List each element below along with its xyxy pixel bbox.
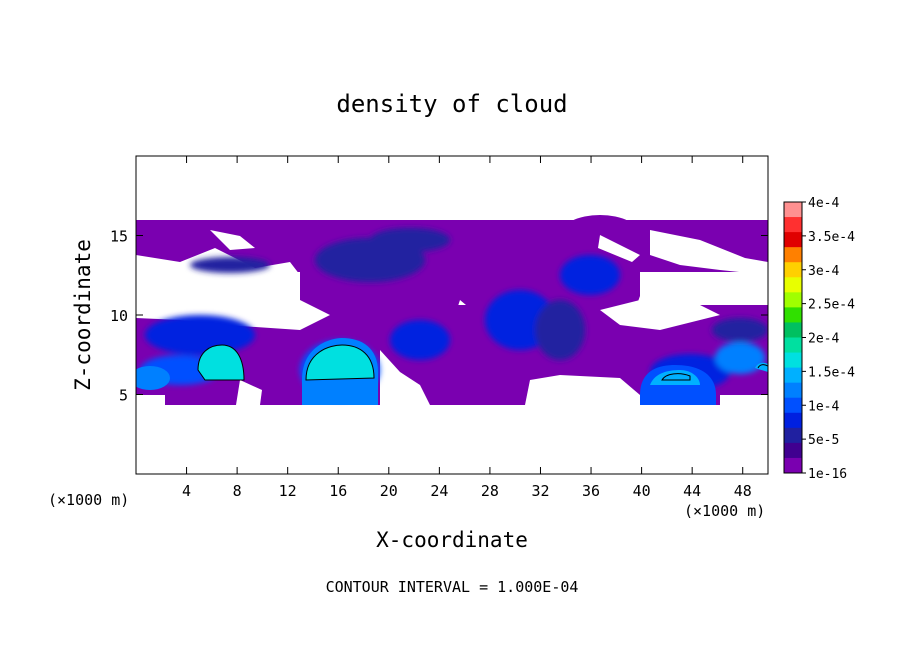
x-tick-label: 44 <box>683 482 701 500</box>
x-tick-label: 12 <box>279 482 297 500</box>
colorbar-swatch <box>784 232 802 248</box>
colorbar-swatch <box>784 457 802 474</box>
x-tick-label: 4 <box>182 482 191 500</box>
x-unit-right: (×1000 m) <box>684 502 765 520</box>
colorbar-swatch <box>784 412 802 429</box>
x-tick-label: 16 <box>329 482 347 500</box>
colorbar-swatch <box>784 307 802 323</box>
colorbar-label: 1e-16 <box>808 467 847 482</box>
x-tick-label: 8 <box>233 482 242 500</box>
colorbar-swatch <box>784 427 802 444</box>
x-tick-label: 28 <box>481 482 499 500</box>
colorbar-swatch <box>784 367 802 384</box>
colorbar-label: 1.5e-4 <box>808 365 855 380</box>
x-tick-label: 48 <box>734 482 752 500</box>
colorbar-swatch <box>784 217 802 233</box>
colorbar-swatch <box>784 202 802 218</box>
colorbar-label: 4e-4 <box>808 196 839 211</box>
y-tick-label: 15 <box>110 228 128 246</box>
x-tick-label: 40 <box>633 482 651 500</box>
colorbar-swatch <box>784 397 802 414</box>
colorbar-label: 2.5e-4 <box>808 298 855 313</box>
colorbar-label: 3.5e-4 <box>808 230 855 245</box>
colorbar-swatch <box>784 382 802 399</box>
cloud-gaps-lower <box>136 300 768 474</box>
colorbar-swatch <box>784 247 802 263</box>
colorbar: 4e-4 3.5e-4 3e-4 2.5e-4 2e-4 1.5e-4 1e-4 5e-5 1e… <box>783 196 855 482</box>
colorbar-swatch <box>784 262 802 278</box>
x-tick-label: 32 <box>531 482 549 500</box>
x-ticks: 4 8 12 16 20 24 28 32 36 40 44 48 <box>182 156 752 500</box>
x-tick-label: 20 <box>380 482 398 500</box>
colorbar-swatch <box>784 322 802 338</box>
colorbar-label: 1e-4 <box>808 399 839 414</box>
colorbar-label: 3e-4 <box>808 264 839 279</box>
colorbar-label: 2e-4 <box>808 332 839 347</box>
x-unit-left: (×1000 m) <box>48 491 129 509</box>
x-tick-label: 36 <box>582 482 600 500</box>
chart-title: density of cloud <box>336 90 567 118</box>
colorbar-swatch <box>784 337 802 354</box>
plot-area <box>136 215 768 474</box>
colorbar-label: 5e-5 <box>808 433 839 448</box>
contour-lines <box>197 344 768 381</box>
colorbar-swatch <box>784 442 802 459</box>
y-axis-label: Z-coordinate <box>71 239 95 391</box>
contour-interval-note: CONTOUR INTERVAL = 1.000E-04 <box>326 578 579 596</box>
y-tick-label: 5 <box>119 387 128 405</box>
colorbar-swatch <box>784 277 802 293</box>
colorbar-swatch <box>784 352 802 369</box>
y-ticks: 5 10 15 <box>110 228 768 405</box>
y-tick-label: 10 <box>110 307 128 325</box>
colorbar-swatch <box>784 292 802 308</box>
cloud-cores <box>136 338 768 405</box>
x-tick-label: 24 <box>430 482 448 500</box>
x-axis-label: X-coordinate <box>376 528 528 552</box>
